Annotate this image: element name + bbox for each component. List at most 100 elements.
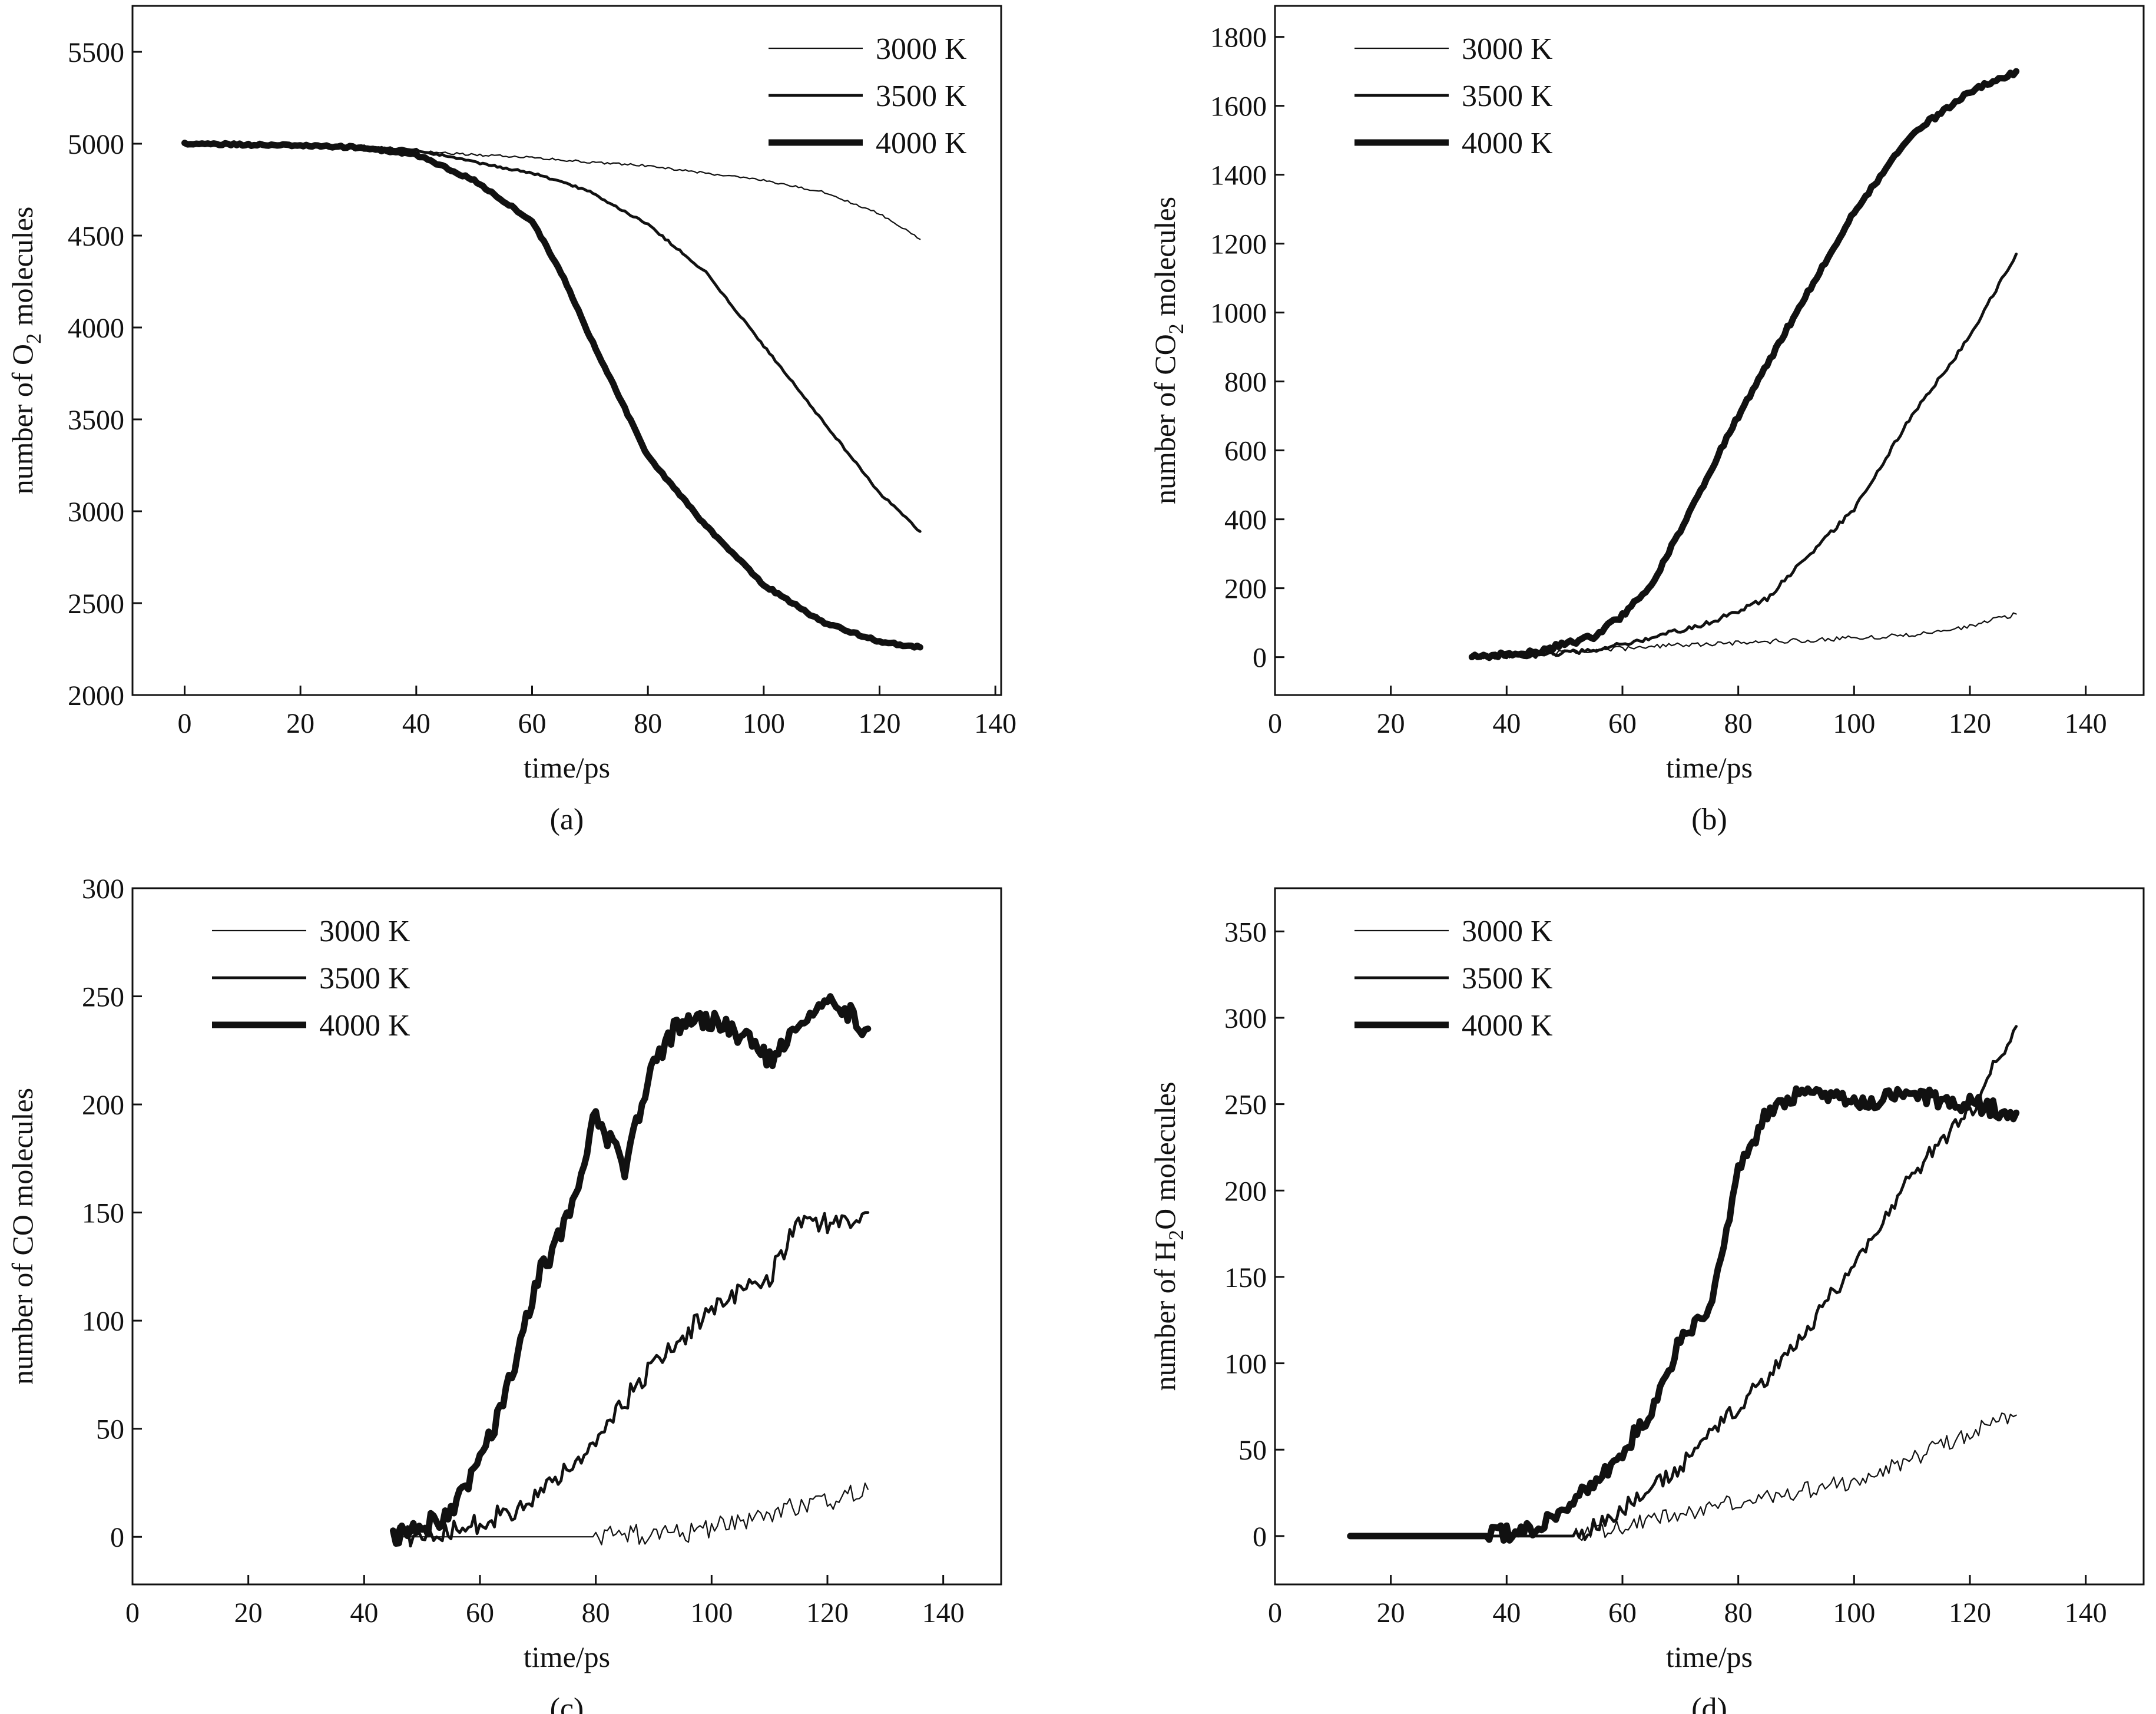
y-tick-label: 600 bbox=[1224, 436, 1267, 467]
x-axis-title: time/ps bbox=[524, 751, 610, 784]
legend-label: 3500 K bbox=[1462, 80, 1553, 113]
x-tick-label: 40 bbox=[1492, 1597, 1521, 1629]
y-tick-label: 300 bbox=[1224, 1003, 1267, 1034]
y-tick-label: 100 bbox=[1224, 1349, 1267, 1380]
panel-caption: (a) bbox=[550, 803, 584, 836]
x-axis-title: time/ps bbox=[1666, 751, 1753, 784]
y-tick-label: 0 bbox=[110, 1522, 124, 1553]
y-tick-label: 1800 bbox=[1210, 22, 1267, 54]
x-tick-label: 120 bbox=[806, 1597, 849, 1629]
x-tick-label: 60 bbox=[1608, 1597, 1637, 1629]
x-tick-label: 140 bbox=[974, 708, 1016, 739]
panel-caption: (b) bbox=[1691, 803, 1727, 836]
panel-a: 0 20 40 60 80 100 120 140 2000 2500 3000 3500 4000 45… bbox=[6, 5, 1016, 836]
x-tick-label: 100 bbox=[1833, 1597, 1875, 1629]
x-tick-label: 100 bbox=[743, 708, 785, 739]
y-tick-label: 50 bbox=[1238, 1435, 1267, 1466]
y-tick-label: 1200 bbox=[1210, 229, 1267, 260]
plot-frame-c bbox=[131, 887, 1002, 1586]
plot-frame-b bbox=[1274, 5, 2145, 696]
y-axis-title: number of CO2 molecules bbox=[1148, 197, 1188, 504]
legend-label: 4000 K bbox=[876, 127, 967, 160]
y-tick-label: 100 bbox=[82, 1306, 124, 1337]
legend-label: 4000 K bbox=[319, 1009, 410, 1043]
panel-caption: (c) bbox=[550, 1692, 584, 1714]
y-tick-label: 400 bbox=[1224, 505, 1267, 536]
x-tick-label: 40 bbox=[402, 708, 430, 739]
x-tick-label: 60 bbox=[1608, 708, 1637, 739]
y-tick-label: 2500 bbox=[68, 588, 124, 620]
y-tick-label: 200 bbox=[1224, 1176, 1267, 1207]
y-tick-label: 4000 bbox=[68, 313, 124, 344]
x-axis-title: time/ps bbox=[1666, 1640, 1753, 1673]
x-tick-label: 140 bbox=[922, 1597, 965, 1629]
y-tick-label: 1000 bbox=[1210, 298, 1267, 329]
legend-label: 4000 K bbox=[1462, 1009, 1553, 1043]
y-tick-label: 0 bbox=[1253, 643, 1267, 674]
x-tick-label: 20 bbox=[1377, 1597, 1405, 1629]
x-tick-label: 20 bbox=[234, 1597, 263, 1629]
y-tick-label: 300 bbox=[82, 873, 124, 905]
y-tick-label: 2000 bbox=[68, 680, 124, 712]
panels: 0 20 40 60 80 100 120 1402000250030003500400045… bbox=[6, 5, 2145, 1714]
panel-b: 0 20 40 60 80 100 120 1400200400600800100012001… bbox=[1148, 5, 2145, 836]
legend-label: 3500 K bbox=[1462, 962, 1553, 995]
y-axis-title: number of CO molecules bbox=[6, 1088, 39, 1385]
x-tick-label: 20 bbox=[1377, 708, 1405, 739]
x-tick-label: 120 bbox=[859, 708, 901, 739]
x-tick-label: 140 bbox=[2065, 708, 2107, 739]
y-tick-label: 1600 bbox=[1210, 91, 1267, 123]
y-tick-label: 5500 bbox=[68, 37, 124, 68]
series-line-4000k bbox=[1468, 68, 2020, 661]
series-line-3500k bbox=[392, 1211, 870, 1548]
x-axis-title: time/ps bbox=[524, 1640, 610, 1673]
y-tick-label: 3000 bbox=[68, 497, 124, 528]
legend-label: 4000 K bbox=[1462, 127, 1553, 160]
x-tick-label: 40 bbox=[350, 1597, 378, 1629]
y-tick-label: 250 bbox=[82, 982, 124, 1013]
x-tick-label: 80 bbox=[1724, 708, 1753, 739]
x-tick-label: 120 bbox=[1949, 1597, 1991, 1629]
series-line-3000k bbox=[392, 1483, 869, 1546]
y-tick-label: 3500 bbox=[68, 405, 124, 436]
y-axis-title: number of H2O molecules bbox=[1148, 1082, 1188, 1391]
x-tick-label: 80 bbox=[582, 1597, 610, 1629]
plot-frame-a bbox=[131, 5, 1002, 696]
x-tick-label: 60 bbox=[518, 708, 547, 739]
x-tick-label: 20 bbox=[286, 708, 314, 739]
y-tick-label: 1400 bbox=[1210, 160, 1267, 191]
legend-label: 3500 K bbox=[319, 962, 410, 995]
x-tick-label: 80 bbox=[1724, 1597, 1753, 1629]
y-tick-label: 250 bbox=[1224, 1090, 1267, 1121]
series-line-4000k bbox=[390, 993, 872, 1547]
y-tick-label: 150 bbox=[1224, 1262, 1267, 1293]
x-tick-label: 0 bbox=[1268, 708, 1282, 739]
x-tick-label: 80 bbox=[634, 708, 662, 739]
panel-caption: (d) bbox=[1691, 1692, 1727, 1714]
x-tick-label: 140 bbox=[2065, 1597, 2107, 1629]
series-line-3500k bbox=[1470, 252, 2018, 660]
legend-label: 3000 K bbox=[319, 915, 410, 948]
y-axis-title: number of O2 molecules bbox=[6, 207, 45, 495]
y-tick-label: 50 bbox=[96, 1414, 124, 1445]
y-tick-label: 5000 bbox=[68, 129, 124, 160]
y-tick-label: 0 bbox=[1253, 1521, 1267, 1553]
y-tick-label: 200 bbox=[1224, 574, 1267, 605]
y-tick-label: 800 bbox=[1224, 367, 1267, 398]
series-line-4000k bbox=[181, 140, 923, 651]
x-tick-label: 100 bbox=[690, 1597, 733, 1629]
x-tick-label: 40 bbox=[1492, 708, 1521, 739]
plot-frame-d bbox=[1274, 887, 2145, 1586]
x-tick-label: 100 bbox=[1833, 708, 1875, 739]
legend-label: 3000 K bbox=[1462, 32, 1553, 66]
legend-label: 3500 K bbox=[876, 80, 967, 113]
y-tick-label: 350 bbox=[1224, 916, 1267, 948]
x-tick-label: 120 bbox=[1949, 708, 1991, 739]
panel-d: 0 20 40 60 80 100 120 140 0 50 100 150 200 250 300 350 t… bbox=[1148, 887, 2145, 1714]
legend-label: 3000 K bbox=[1462, 915, 1553, 948]
x-tick-label: 0 bbox=[1268, 1597, 1282, 1629]
panel-c: 0 20 40 60 80 100 120 140 0 50 100 150 200 250 300 time… bbox=[6, 873, 1002, 1714]
x-tick-label: 60 bbox=[466, 1597, 494, 1629]
